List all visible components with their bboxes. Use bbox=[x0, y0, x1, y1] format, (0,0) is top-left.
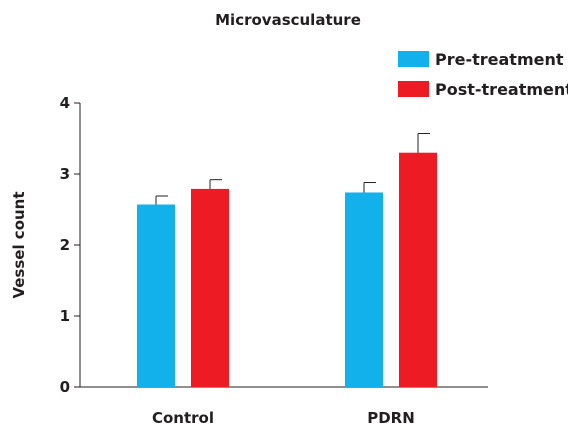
chart-title: Microvasculature bbox=[215, 11, 361, 29]
legend-label: Post-treatment bbox=[435, 80, 568, 99]
x-ticks: Control PDRN bbox=[152, 409, 415, 426]
y-axis-label: Vessel count bbox=[10, 191, 28, 298]
error-bars bbox=[155, 133, 430, 205]
y-tick-label: 1 bbox=[60, 307, 70, 325]
y-tick-label: 4 bbox=[60, 94, 70, 112]
bar-post-treatment-control bbox=[191, 188, 229, 387]
bar-pre-treatment-pdrn bbox=[345, 192, 383, 387]
y-tick-label: 3 bbox=[60, 165, 70, 183]
bars bbox=[137, 152, 437, 387]
y-ticks: 0 1 2 3 4 bbox=[60, 94, 80, 396]
bar-post-treatment-pdrn bbox=[399, 152, 437, 387]
legend: Pre-treatment Post-treatment bbox=[398, 50, 568, 99]
x-tick-label: PDRN bbox=[367, 409, 415, 426]
legend-swatch bbox=[398, 81, 429, 97]
y-tick-label: 2 bbox=[60, 236, 70, 254]
y-tick-label: 0 bbox=[60, 378, 70, 396]
x-tick-label: Control bbox=[152, 409, 214, 426]
bar-pre-treatment-control bbox=[137, 204, 175, 387]
legend-swatch bbox=[398, 51, 429, 67]
legend-label: Pre-treatment bbox=[435, 50, 564, 69]
